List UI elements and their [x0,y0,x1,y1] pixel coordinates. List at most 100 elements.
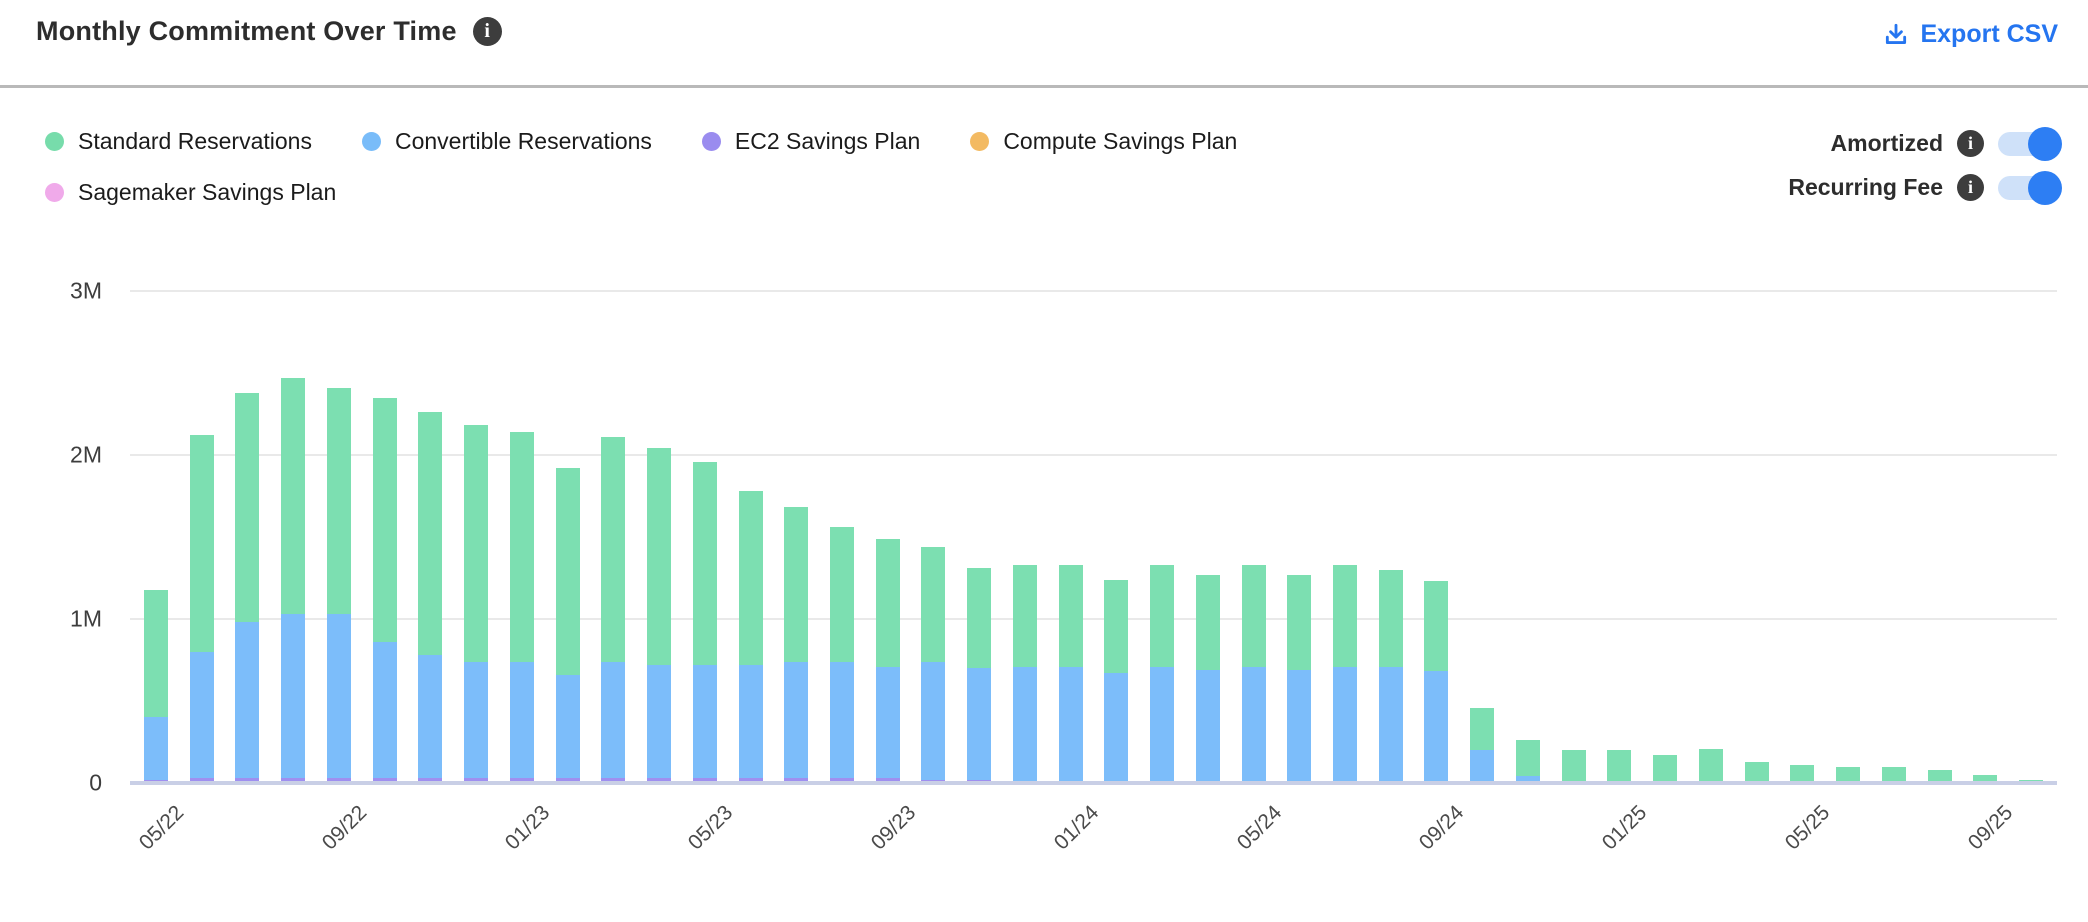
bar-04-24[interactable] [1195,574,1220,783]
legend-item-1[interactable]: Convertible Reservations [361,128,652,155]
bar-segment [464,661,489,779]
bar-12-23[interactable] [1012,564,1037,783]
x-tick-label: 05/23 [683,801,738,855]
bar-09-22[interactable] [326,387,351,783]
bar-01-24[interactable] [1058,564,1083,783]
bar-segment [1104,579,1129,674]
legend-item-3[interactable]: Compute Savings Plan [970,128,1237,155]
toggle-label: Amortized [1830,130,1943,156]
bar-03-23[interactable] [601,436,626,783]
bar-09-23[interactable] [875,538,900,783]
bar-segment [326,778,351,783]
bar-05-24[interactable] [1241,564,1266,783]
toggle-switch[interactable] [1998,170,2062,205]
bar-segment [829,778,854,783]
bar-08-24[interactable] [1378,569,1403,783]
export-csv-button[interactable]: Export CSV [1883,20,2058,49]
bar-segment [509,661,534,779]
bar-segment [967,568,992,669]
bar-07-25[interactable] [1881,766,1906,783]
bar-08-25[interactable] [1927,769,1952,783]
bar-04-23[interactable] [647,448,672,783]
bar-10-23[interactable] [921,546,946,783]
bar-segment [829,661,854,779]
bar-segment [692,461,717,665]
bar-01-23[interactable] [509,432,534,783]
gridline [130,290,2057,292]
bar-segment [784,507,809,662]
bar-01-25[interactable] [1607,750,1632,783]
bar-06-23[interactable] [738,491,763,783]
legend-dot-icon [45,183,64,202]
bar-segment [921,546,946,662]
bar-11-22[interactable] [418,412,443,783]
legend-dot-icon [45,132,64,151]
toggle-knob [2028,126,2062,161]
bar-02-25[interactable] [1653,755,1678,783]
legend-item-label: Convertible Reservations [394,128,652,154]
bar-segment [647,778,672,783]
bar-10-22[interactable] [372,397,397,783]
x-tick-label: 09/23 [866,801,920,855]
legend-item-label: Compute Savings Plan [1003,128,1238,154]
bar-03-24[interactable] [1150,564,1175,783]
x-axis-line [130,781,2057,785]
bar-segment [555,778,580,783]
bar-segment [738,778,763,783]
title-info-icon[interactable]: i [472,17,502,46]
legend-dot-icon [361,132,381,151]
bar-05-23[interactable] [692,461,717,783]
bar-06-22[interactable] [189,435,214,783]
bar-segment [921,661,946,780]
bar-10-24[interactable] [1470,707,1495,783]
info-icon[interactable]: i [1957,130,1984,157]
bar-07-23[interactable] [784,507,809,783]
bar-12-22[interactable] [464,425,489,783]
bar-08-22[interactable] [281,377,306,783]
bar-segment [829,527,854,662]
y-tick-label: 2M [70,441,102,468]
bar-segment [1104,673,1129,783]
x-tick-label: 09/25 [1964,801,2018,855]
bar-segment [281,614,306,779]
bar-segment [875,666,900,779]
legend-item-0[interactable]: Standard Reservations [45,128,312,155]
bar-11-24[interactable] [1515,740,1540,783]
bar-07-24[interactable] [1333,564,1358,783]
bar-segment [1515,740,1540,777]
bar-segment [418,778,443,783]
bar-09-25[interactable] [1973,774,1998,783]
toggle-switch[interactable] [1998,126,2062,161]
x-tick-label: 09/24 [1415,801,1469,855]
bar-segment [1333,666,1358,783]
bar-04-25[interactable] [1744,761,1769,783]
info-icon[interactable]: i [1957,174,1984,201]
bar-12-24[interactable] [1561,750,1586,783]
bar-segment [784,661,809,779]
bar-03-25[interactable] [1698,748,1723,783]
bar-segment [509,432,534,662]
bar-segment [509,778,534,783]
legend-item-4[interactable]: Sagemaker Savings Plan [45,179,336,206]
bar-11-23[interactable] [967,568,992,783]
bar-02-24[interactable] [1104,579,1129,783]
bar-06-25[interactable] [1836,766,1861,783]
bar-segment [1561,750,1586,783]
header-divider [0,85,2088,88]
y-tick-label: 1M [70,605,102,632]
bar-05-25[interactable] [1790,764,1815,783]
bar-segment [875,538,900,667]
bar-08-23[interactable] [829,527,854,783]
bar-06-24[interactable] [1287,574,1312,783]
bar-segment [647,664,672,779]
legend-item-2[interactable]: EC2 Savings Plan [701,128,920,155]
x-tick-label: 09/22 [317,801,372,855]
bar-07-22[interactable] [235,392,260,783]
bar-segment [1698,748,1723,783]
bar-09-24[interactable] [1424,581,1449,783]
bar-02-23[interactable] [555,468,580,783]
bar-05-22[interactable] [144,589,168,783]
toggle-row-amortized: Amortized i [1830,126,2062,161]
bar-segment [372,641,397,779]
